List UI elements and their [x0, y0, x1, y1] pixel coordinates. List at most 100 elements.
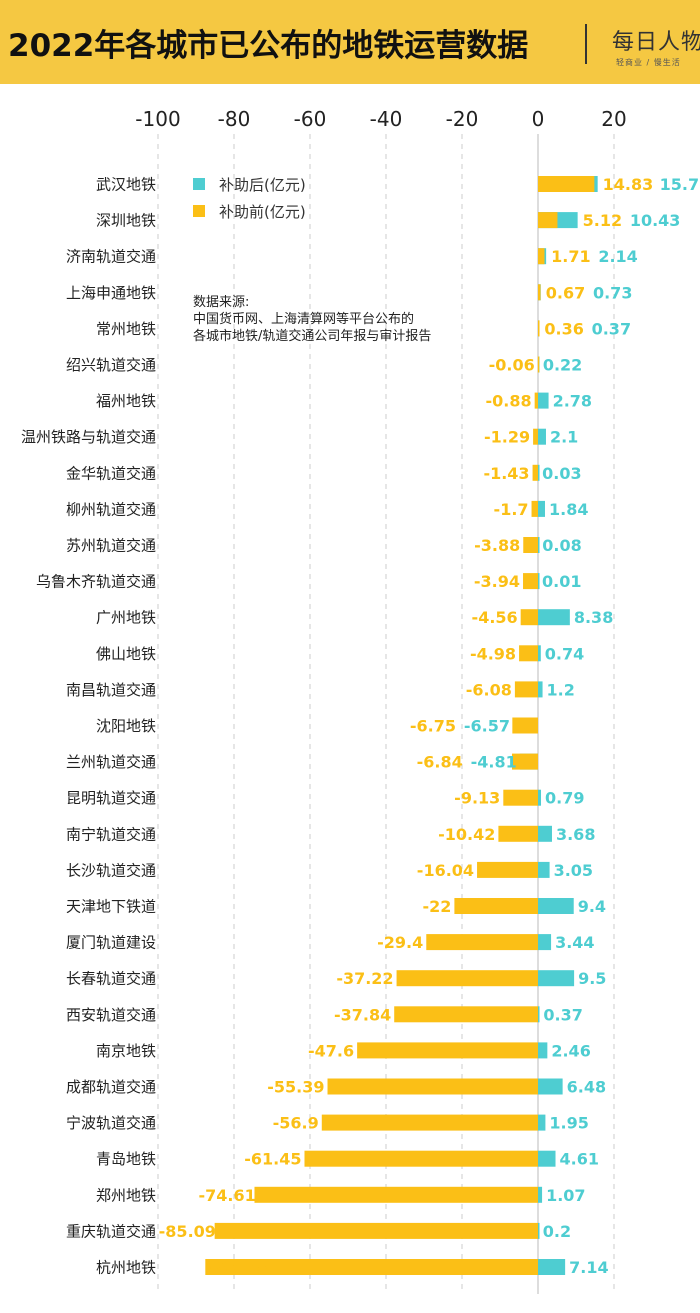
- header-bar: 2022年各城市已公布的地铁运营数据 每日人物 轻商业 / 慢生活: [0, 0, 700, 84]
- category-label: 长沙轨道交通: [66, 861, 156, 879]
- data-label-after: 15.7: [660, 175, 699, 194]
- bar-after: [538, 934, 552, 951]
- category-label: 上海申通地铁: [66, 284, 156, 302]
- bar-before: [514, 681, 538, 698]
- bar-before: [426, 934, 538, 951]
- data-label-before: -3.94: [474, 572, 520, 591]
- page-title: 2022年各城市已公布的地铁运营数据: [8, 28, 529, 64]
- data-label-after: 0.37: [543, 1005, 582, 1024]
- bar-before: [523, 537, 538, 553]
- data-label-before: -9.13: [454, 789, 500, 808]
- bar-after: [538, 1042, 548, 1059]
- category-label: 南宁轨道交通: [66, 825, 156, 843]
- category-label: 苏州轨道交通: [66, 537, 156, 555]
- data-label-after: 3.44: [555, 933, 594, 952]
- data-label-before: -37.22: [336, 969, 393, 988]
- bar-after: [538, 825, 552, 842]
- data-label-before: -1.7: [494, 500, 529, 519]
- category-label: 温州铁路与轨道交通: [21, 428, 156, 446]
- bar-after: [538, 537, 540, 553]
- category-label: 杭州地铁: [96, 1259, 156, 1277]
- header-divider: [585, 24, 587, 64]
- chart-legend: 补助后(亿元) 补助前(亿元): [193, 174, 353, 224]
- data-label-after: 10.43: [630, 211, 681, 230]
- bar-before: [534, 392, 538, 409]
- category-label: 南京地铁: [96, 1042, 156, 1060]
- data-label-before: -6.84: [417, 753, 463, 772]
- bar-before: [357, 1042, 538, 1059]
- data-label-before: -22: [422, 897, 451, 916]
- data-label-after: 0.79: [545, 789, 584, 808]
- bar-before: [519, 645, 538, 662]
- bar-after: [538, 1078, 563, 1095]
- x-tick-label: -40: [370, 107, 403, 131]
- data-label-before: -1.43: [483, 464, 529, 483]
- data-label-before: 14.83: [603, 175, 654, 194]
- data-label-before: -0.88: [486, 392, 532, 411]
- bar-after: [538, 500, 545, 517]
- data-label-before: -87.55: [210, 1258, 267, 1277]
- bar-before: [205, 1259, 538, 1275]
- x-tick-label: -60: [294, 107, 327, 131]
- bar-after: [538, 970, 575, 987]
- bar-before: [532, 464, 538, 481]
- bar-before: [503, 789, 538, 806]
- data-label-before: -37.84: [334, 1005, 391, 1024]
- data-label-after: 0.22: [543, 356, 582, 375]
- bar-after: [538, 1114, 546, 1131]
- x-tick-label: -80: [218, 107, 251, 131]
- bar-before: [537, 356, 540, 373]
- bar-before: [454, 898, 538, 914]
- bar-before: [304, 1150, 538, 1167]
- bar-after: [538, 681, 543, 698]
- data-label-after: 0.73: [593, 283, 632, 302]
- bar-before: [327, 1078, 538, 1095]
- data-source-note: 数据来源: 中国货币网、上海清算网等平台公布的 各城市地铁/轨道交通公司年报与审…: [193, 294, 513, 345]
- brand-logo: 每日人物 轻商业 / 慢生活: [612, 24, 700, 68]
- legend-label-after: 补助后(亿元): [219, 176, 306, 194]
- category-label: 青岛地铁: [96, 1150, 156, 1168]
- category-label: 常州地铁: [96, 320, 156, 338]
- data-label-after: 4.61: [560, 1150, 599, 1169]
- category-label: 南昌轨道交通: [66, 681, 156, 699]
- legend-swatch-before: [193, 205, 205, 217]
- x-tick-label: 0: [532, 107, 545, 131]
- x-tick-label: -100: [135, 107, 180, 131]
- bar-before: [538, 320, 540, 337]
- data-label-after: -6.57: [464, 717, 510, 736]
- bar-before: [498, 825, 538, 842]
- category-label: 天津地下铁道: [66, 898, 156, 916]
- category-label: 兰州轨道交通: [66, 753, 156, 771]
- data-label-before: -6.08: [466, 680, 512, 699]
- bar-before: [477, 861, 538, 878]
- bar-before: [538, 176, 595, 192]
- bar-after: [538, 464, 540, 481]
- data-label-before: -61.45: [244, 1150, 301, 1169]
- data-label-before: -55.39: [267, 1078, 324, 1097]
- legend-swatch-after: [193, 178, 205, 190]
- bar-after: [538, 1186, 543, 1203]
- data-label-after: 1.95: [549, 1114, 588, 1133]
- category-label: 西安轨道交通: [66, 1006, 156, 1024]
- bar-before: [523, 573, 538, 590]
- data-label-after: 6.48: [567, 1078, 606, 1097]
- data-label-after: 8.38: [574, 608, 613, 627]
- data-label-after: 1.07: [546, 1186, 585, 1205]
- category-label: 厦门轨道建设: [66, 934, 156, 952]
- data-label-before: -6.75: [410, 717, 456, 736]
- category-label: 沈阳地铁: [96, 717, 156, 735]
- data-label-before: -0.06: [489, 356, 535, 375]
- data-label-before: -4.98: [470, 644, 516, 663]
- bar-after: [538, 1222, 540, 1239]
- data-label-after: 1.84: [549, 500, 588, 519]
- category-label: 武汉地铁: [96, 176, 156, 194]
- bar-before: [531, 500, 538, 517]
- legend-label-before: 补助前(亿元): [219, 203, 306, 221]
- category-label: 深圳地铁: [96, 212, 156, 230]
- bar-before: [394, 1006, 538, 1023]
- data-label-after: 2.78: [553, 392, 592, 411]
- bar-before: [538, 212, 558, 229]
- data-label-before: -16.04: [417, 861, 474, 880]
- category-label: 成都轨道交通: [66, 1078, 156, 1096]
- data-label-after: 0.01: [542, 572, 581, 591]
